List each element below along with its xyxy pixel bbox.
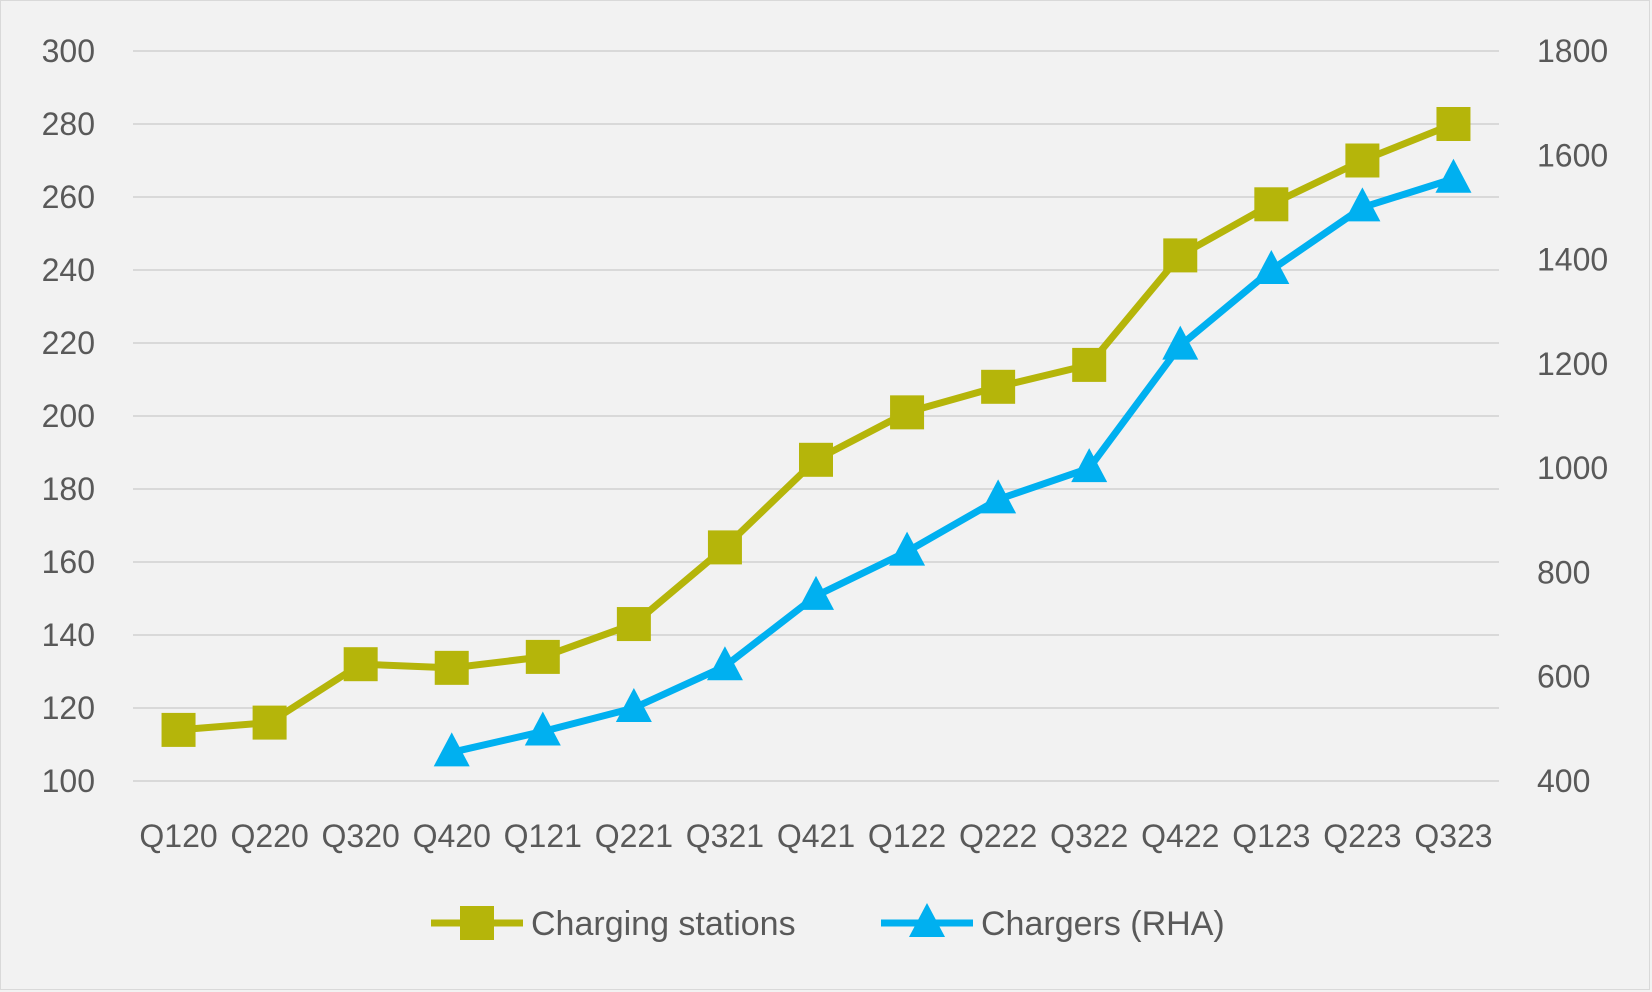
x-axis-tick-label: Q222: [959, 818, 1037, 854]
data-point-stations: [252, 705, 287, 740]
data-point-stations: [1436, 107, 1471, 141]
data-point-stations: [799, 442, 833, 477]
x-axis-tick-label: Q223: [1323, 818, 1401, 854]
data-point-chargers: [798, 575, 834, 610]
data-point-stations: [707, 530, 742, 565]
data-point-chargers: [1071, 448, 1108, 483]
legend-label-chargers: Chargers (RHA): [981, 905, 1225, 943]
data-point-stations: [1254, 187, 1289, 222]
x-axis-tick-label: Q321: [686, 818, 764, 854]
left-axis-tick-label: 160: [42, 544, 95, 580]
data-point-stations: [981, 369, 1016, 404]
data-point-chargers: [433, 732, 470, 767]
x-axis-tick-label: Q322: [1050, 818, 1128, 854]
data-point-stations: [1345, 143, 1380, 178]
data-point-chargers: [524, 711, 561, 746]
left-axis-tick-label: 120: [42, 690, 95, 726]
right-axis-tick-label: 1600: [1537, 137, 1608, 173]
legend-swatch-chargers-marker: [909, 903, 945, 937]
left-axis-ticks: 100 120 140 160 180 200 220 240 260 280 300: [42, 33, 95, 799]
left-axis-tick-label: 280: [42, 106, 95, 142]
left-axis-tick-label: 140: [42, 617, 95, 653]
x-axis-tick-label: Q122: [868, 818, 946, 854]
right-axis-tick-label: 1000: [1537, 450, 1608, 486]
right-axis-tick-label: 1200: [1537, 346, 1608, 382]
legend: Charging stations Chargers (RHA): [431, 903, 1225, 943]
data-point-stations: [161, 712, 196, 747]
x-axis-tick-label: Q121: [504, 818, 582, 854]
left-axis-tick-label: 180: [42, 471, 95, 507]
data-point-chargers: [706, 646, 743, 681]
legend-label-stations: Charging stations: [531, 905, 796, 943]
data-point-chargers: [615, 688, 652, 722]
data-point-chargers: [889, 531, 926, 566]
series-line-chargers: [450, 175, 1455, 756]
data-point-chargers: [1253, 250, 1290, 284]
right-axis-tick-label: 1400: [1537, 242, 1608, 278]
x-axis-tick-label: Q421: [777, 818, 855, 854]
right-axis-ticks: 400 600 800 1000 1200 1400 1600 1800: [1537, 33, 1608, 799]
x-axis-tick-label: Q422: [1141, 818, 1219, 854]
left-axis-tick-label: 220: [42, 325, 95, 361]
x-axis-ticks: Q120 Q220 Q320 Q420 Q121 Q221 Q321 Q421 Q122 Q222…: [139, 818, 1492, 854]
data-point-chargers: [1344, 187, 1381, 222]
data-point-stations: [525, 639, 560, 674]
right-axis-tick-label: 600: [1537, 659, 1590, 695]
x-axis-tick-label: Q120: [139, 818, 217, 854]
legend-swatch-stations-marker: [460, 906, 494, 940]
data-point-stations: [890, 395, 925, 430]
right-axis-tick-label: 800: [1537, 554, 1590, 590]
gridlines: [133, 50, 1499, 782]
left-axis-tick-label: 240: [42, 252, 95, 288]
data-point-stations: [434, 650, 469, 685]
legend-item-stations: Charging stations: [431, 905, 796, 943]
x-axis-tick-label: Q320: [322, 818, 400, 854]
left-axis-tick-label: 300: [42, 33, 95, 69]
legend-item-chargers: Chargers (RHA): [881, 903, 1225, 943]
right-axis-tick-label: 1800: [1537, 33, 1608, 69]
x-axis-tick-label: Q221: [595, 818, 673, 854]
data-point-stations: [616, 607, 651, 642]
data-point-chargers: [1435, 158, 1472, 193]
data-point-chargers: [980, 479, 1017, 514]
left-axis-tick-label: 260: [42, 179, 95, 215]
left-axis-tick-label: 200: [42, 398, 95, 434]
data-point-stations: [1072, 347, 1107, 382]
series-layer: [161, 107, 1472, 767]
data-point-stations: [1163, 238, 1198, 273]
x-axis-tick-label: Q420: [413, 818, 491, 854]
data-point-stations: [343, 647, 378, 682]
x-axis-tick-label: Q123: [1232, 818, 1310, 854]
left-axis-tick-label: 100: [42, 763, 95, 799]
x-axis-tick-label: Q220: [230, 818, 308, 854]
right-axis-tick-label: 400: [1537, 763, 1590, 799]
x-axis-tick-label: Q323: [1414, 818, 1492, 854]
data-point-chargers: [1162, 325, 1199, 360]
